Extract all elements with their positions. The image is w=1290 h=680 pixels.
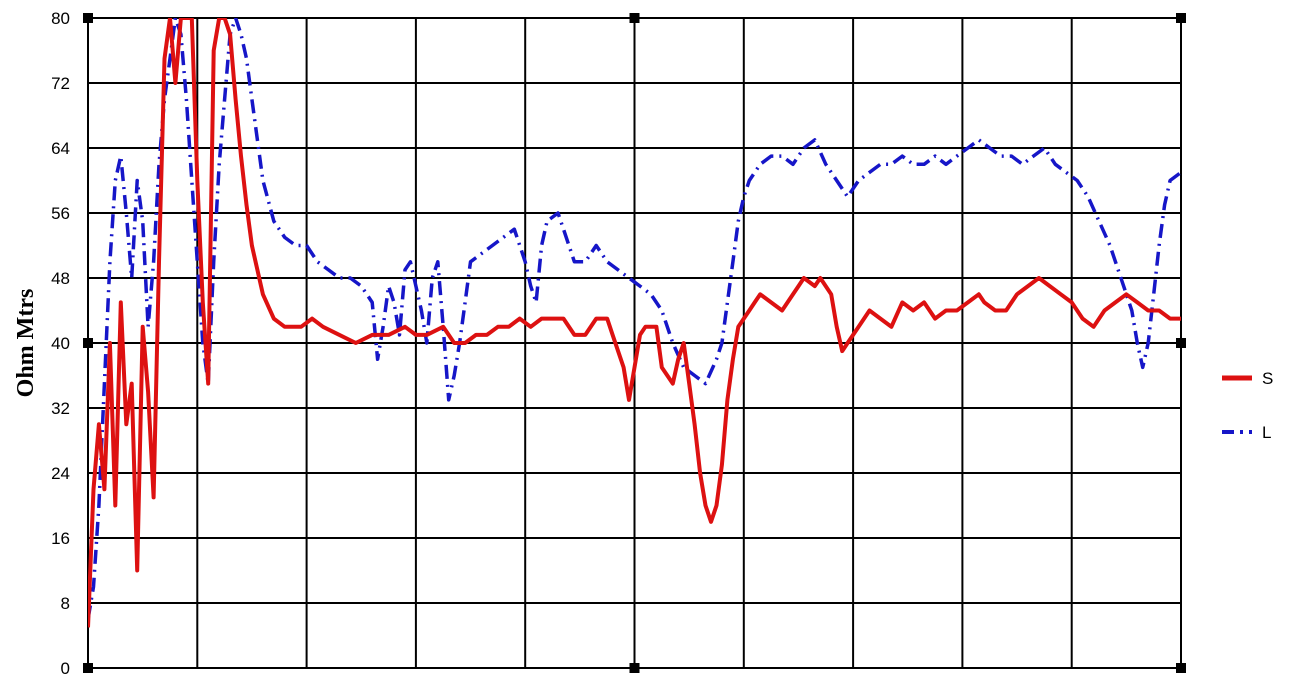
y-tick-labels: 0 8 16 24 32 40 48 56 64 72 80 bbox=[51, 9, 70, 678]
y-tick-label: 24 bbox=[51, 464, 70, 483]
y-axis-label: Ohm Mtrs bbox=[13, 289, 39, 398]
y-tick-label: 8 bbox=[61, 594, 70, 613]
y-tick-label: 72 bbox=[51, 74, 70, 93]
y-tick-label: 56 bbox=[51, 204, 70, 223]
y-tick-label: 80 bbox=[51, 9, 70, 28]
y-tick-label: 64 bbox=[51, 139, 70, 158]
frame-marker bbox=[83, 13, 93, 23]
frame-marker bbox=[1176, 338, 1186, 348]
y-tick-label: 40 bbox=[51, 334, 70, 353]
frame-marker bbox=[83, 338, 93, 348]
legend-label-S: S bbox=[1262, 369, 1273, 388]
y-tick-label: 16 bbox=[51, 529, 70, 548]
y-tick-label: 32 bbox=[51, 399, 70, 418]
axis-markers bbox=[83, 13, 1186, 673]
legend: SL bbox=[1222, 369, 1273, 442]
series-group bbox=[88, 18, 1181, 628]
frame-marker bbox=[629, 13, 640, 23]
frame-marker bbox=[629, 663, 640, 673]
frame-marker bbox=[83, 663, 93, 673]
y-tick-label: 48 bbox=[51, 269, 70, 288]
y-tick-label: 0 bbox=[61, 659, 70, 678]
frame-marker bbox=[1176, 13, 1186, 23]
series-line-S bbox=[88, 18, 1181, 628]
frame-marker bbox=[1176, 663, 1186, 673]
legend-label-L: L bbox=[1262, 423, 1271, 442]
